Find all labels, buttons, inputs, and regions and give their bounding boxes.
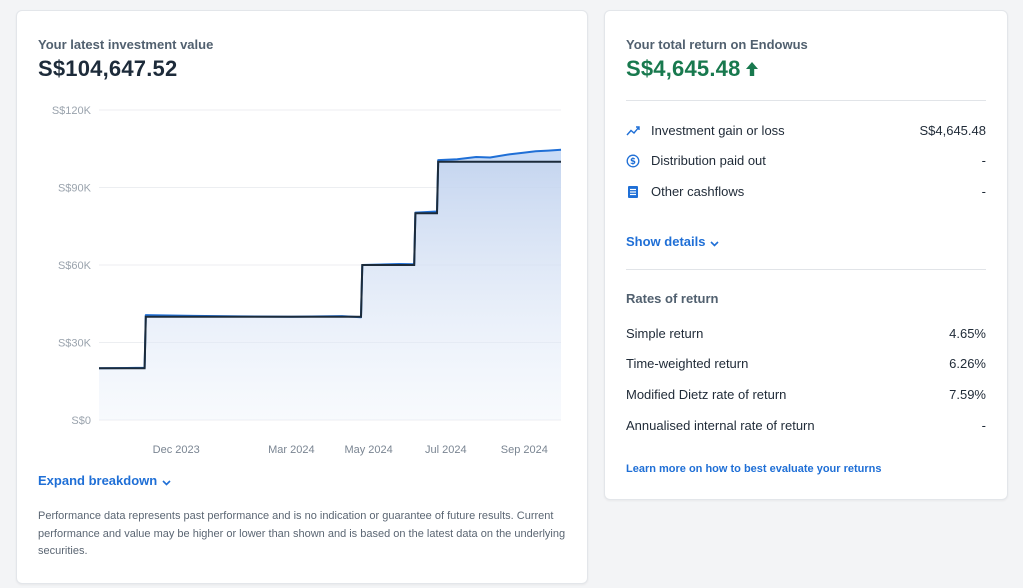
distribution-label: Distribution paid out bbox=[651, 153, 766, 168]
y-tick-label: S$0 bbox=[71, 415, 91, 427]
investment-value-chart[interactable]: S$0 S$30K S$60K S$90K S$120K Dec 2023 Mar 202… bbox=[17, 99, 587, 459]
time-weighted-return-value: 6.26% bbox=[949, 356, 986, 371]
trend-line-icon bbox=[626, 124, 640, 138]
chevron-down-icon bbox=[710, 235, 720, 250]
y-tick-label: S$60K bbox=[58, 260, 92, 272]
total-return-label: Your total return on Endowus bbox=[626, 37, 808, 52]
document-list-icon bbox=[626, 185, 640, 199]
investment-value-amount: S$104,647.52 bbox=[38, 56, 178, 81]
learn-more-link[interactable]: Learn more on how to best evaluate your … bbox=[626, 463, 882, 475]
modified-dietz-value: 7.59% bbox=[949, 387, 986, 402]
svg-text:$: $ bbox=[630, 157, 636, 167]
x-tick-label: Mar 2024 bbox=[268, 444, 314, 456]
simple-return-value: 4.65% bbox=[949, 326, 986, 341]
expand-breakdown-link[interactable]: Expand breakdown bbox=[38, 473, 171, 489]
rates-of-return-title: Rates of return bbox=[626, 291, 719, 306]
y-tick-label: S$120K bbox=[52, 105, 92, 117]
net-invested-line bbox=[99, 160, 561, 370]
chart-lines bbox=[98, 148, 562, 370]
chevron-down-icon bbox=[162, 474, 171, 489]
x-tick-label: Jul 2024 bbox=[425, 444, 467, 456]
show-details-label: Show details bbox=[626, 234, 706, 249]
investment-gain-value: S$4,645.48 bbox=[919, 123, 986, 138]
time-weighted-return-label: Time-weighted return bbox=[626, 356, 749, 371]
total-return-value-group: S$4,645.48 bbox=[626, 56, 759, 83]
y-tick-label: S$90K bbox=[58, 183, 92, 195]
total-return-card: Your total return on Endowus S$4,645.48 … bbox=[604, 10, 1008, 500]
invested-area bbox=[99, 161, 561, 420]
divider bbox=[626, 100, 986, 101]
modified-dietz-label: Modified Dietz rate of return bbox=[626, 387, 787, 402]
arrow-up-icon bbox=[745, 57, 759, 83]
y-axis-ticks: S$0 S$30K S$60K S$90K S$120K bbox=[52, 105, 92, 427]
performance-disclaimer: Performance data represents past perform… bbox=[38, 510, 566, 557]
other-cashflows-label: Other cashflows bbox=[651, 184, 745, 199]
divider bbox=[626, 269, 986, 270]
y-tick-label: S$30K bbox=[58, 338, 92, 350]
distribution-value: - bbox=[981, 153, 986, 168]
x-tick-label: May 2024 bbox=[344, 444, 392, 456]
annualised-irr-value: - bbox=[981, 418, 986, 433]
x-axis-ticks: Dec 2023 Mar 2024 May 2024 Jul 2024 Sep 2024 bbox=[153, 444, 548, 456]
investment-gain-label: Investment gain or loss bbox=[651, 123, 785, 138]
annualised-irr-label: Annualised internal rate of return bbox=[626, 418, 815, 433]
x-tick-label: Dec 2023 bbox=[153, 444, 200, 456]
x-tick-label: Sep 2024 bbox=[501, 444, 548, 456]
chart-area bbox=[99, 149, 561, 420]
simple-return-label: Simple return bbox=[626, 326, 704, 341]
dollar-coin-icon: $ bbox=[626, 154, 640, 168]
other-cashflows-value: - bbox=[981, 184, 986, 199]
expand-breakdown-label: Expand breakdown bbox=[38, 473, 158, 488]
total-return-amount: S$4,645.48 bbox=[626, 56, 741, 81]
show-details-link[interactable]: Show details bbox=[626, 234, 720, 250]
investment-value-label: Your latest investment value bbox=[38, 37, 214, 52]
investment-value-card: Your latest investment value S$104,647.5… bbox=[16, 10, 588, 584]
